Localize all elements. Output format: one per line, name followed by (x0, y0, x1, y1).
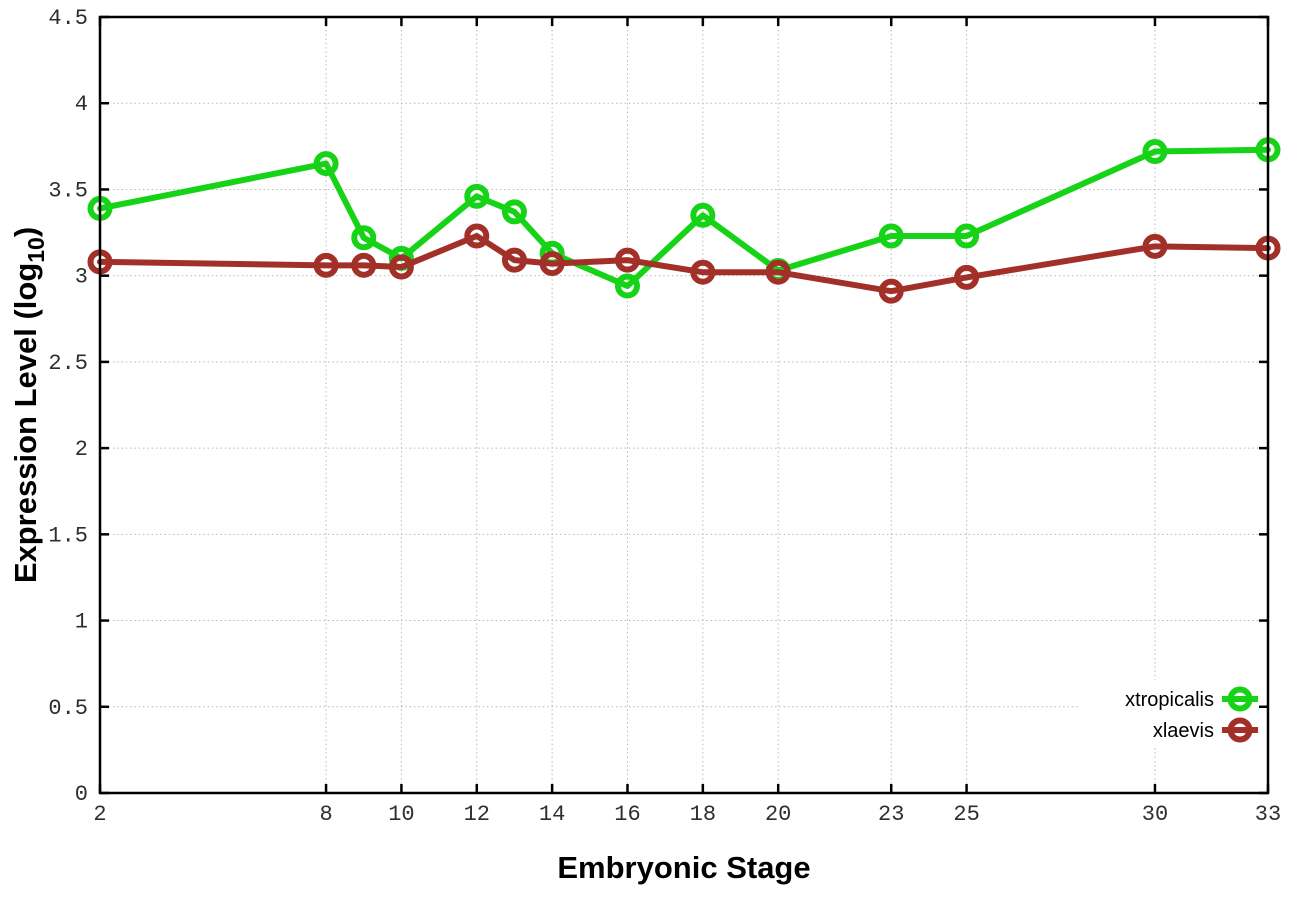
data-point-xlaevis (878, 278, 904, 304)
x-tick-label: 25 (953, 802, 979, 827)
x-tick-label: 18 (690, 802, 716, 827)
y-tick-label: 1 (75, 610, 88, 635)
data-point-xlaevis (351, 252, 377, 278)
x-tick-label: 23 (878, 802, 904, 827)
y-tick-label: 2.5 (48, 351, 88, 376)
data-point-xtropicalis (351, 225, 377, 251)
y-tick-label: 1.5 (48, 523, 88, 548)
legend-label-xtropicalis: xtropicalis (1125, 689, 1214, 711)
y-tick-label: 0.5 (48, 696, 88, 721)
legend-key-marker-xlaevis (1227, 717, 1253, 743)
data-point-xlaevis (1142, 233, 1168, 259)
x-tick-label: 16 (614, 802, 640, 827)
data-point-xlaevis (313, 252, 339, 278)
y-axis-title-main: Expression Level (log (8, 263, 43, 583)
x-tick-label: 33 (1255, 802, 1281, 827)
x-axis-title: Embryonic Stage (557, 850, 810, 885)
data-point-xlaevis (690, 259, 716, 285)
x-tick-label: 8 (319, 802, 332, 827)
x-tick-label: 30 (1142, 802, 1168, 827)
legend-label-xlaevis: xlaevis (1153, 720, 1214, 742)
data-point-xlaevis (614, 247, 640, 273)
y-tick-label: 4.5 (48, 6, 88, 31)
data-point-xtropicalis (878, 223, 904, 249)
legend-key-marker-xtropicalis (1227, 686, 1253, 712)
y-tick-label: 3.5 (48, 178, 88, 203)
x-tick-label: 12 (464, 802, 490, 827)
x-tick-label: 14 (539, 802, 565, 827)
data-point-xtropicalis (690, 202, 716, 228)
data-point-xlaevis (464, 223, 490, 249)
data-point-xlaevis (539, 251, 565, 277)
series-line-xlaevis (97, 233, 1271, 295)
data-point-xlaevis (765, 259, 791, 285)
data-point-xtropicalis (501, 199, 527, 225)
data-point-xlaevis (954, 264, 980, 290)
data-point-xlaevis (388, 254, 414, 280)
data-point-xtropicalis (1142, 139, 1168, 165)
y-tick-label: 3 (75, 265, 88, 290)
y-tick-label: 2 (75, 437, 88, 462)
y-axis-title: Expression Level (log10) (8, 227, 49, 583)
x-tick-label: 2 (93, 802, 106, 827)
y-tick-label: 4 (75, 92, 88, 117)
data-point-xlaevis (501, 247, 527, 273)
data-point-xtropicalis (614, 273, 640, 299)
x-tick-label: 20 (765, 802, 791, 827)
data-point-xtropicalis (954, 223, 980, 249)
y-axis-title-suffix: ) (8, 227, 43, 237)
plot-border (98, 15, 1270, 795)
data-point-xtropicalis (313, 151, 339, 177)
data-point-xtropicalis (464, 183, 490, 209)
y-tick-label: 0 (75, 782, 88, 807)
y-axis-title-subscript: 10 (23, 237, 49, 263)
x-tick-label: 10 (388, 802, 414, 827)
